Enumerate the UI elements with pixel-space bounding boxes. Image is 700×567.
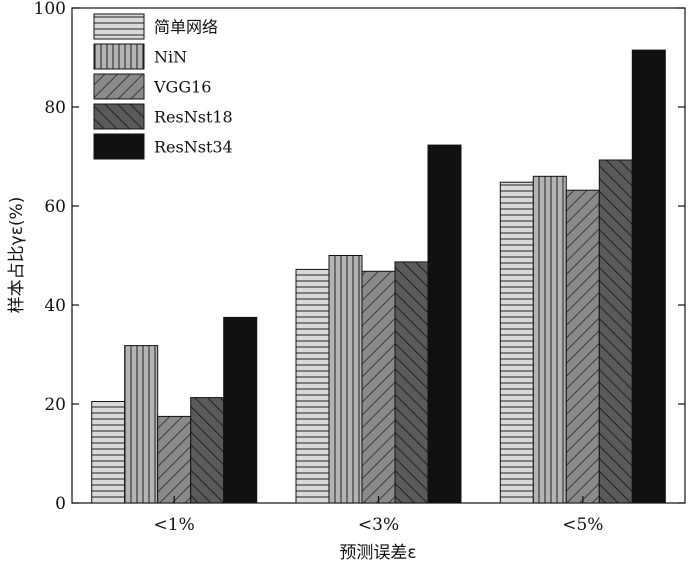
legend-label: ResNst18 bbox=[154, 108, 233, 127]
y-axis-title: 样本占比γε(%) bbox=[7, 197, 27, 314]
bar bbox=[631, 49, 666, 504]
bar bbox=[565, 189, 600, 504]
legend-label: VGG16 bbox=[153, 78, 211, 97]
legend-swatch bbox=[93, 13, 145, 40]
bar bbox=[328, 255, 363, 504]
x-axis-title: 预测误差ε bbox=[339, 543, 416, 563]
bar bbox=[361, 270, 396, 504]
y-tick-label: 60 bbox=[44, 197, 66, 217]
y-tick-label: 40 bbox=[44, 296, 66, 316]
bars-group bbox=[91, 49, 666, 504]
bar bbox=[223, 316, 258, 504]
y-tick-label: 80 bbox=[44, 98, 66, 118]
y-tick-label: 0 bbox=[55, 494, 66, 514]
bar bbox=[295, 268, 330, 504]
y-tick-label: 100 bbox=[34, 0, 66, 19]
legend-swatch bbox=[93, 133, 145, 160]
y-axis: 0 20 40 60 80 100 bbox=[34, 0, 685, 514]
bar bbox=[598, 159, 633, 504]
bar bbox=[157, 415, 192, 504]
bar bbox=[91, 401, 126, 504]
x-tick-label: <5% bbox=[562, 515, 603, 535]
x-tick-label: <3% bbox=[358, 515, 399, 535]
bar bbox=[190, 397, 225, 504]
legend-label: NiN bbox=[154, 48, 187, 67]
x-axis: <1% <3% <5% bbox=[154, 496, 603, 535]
legend: 简单网络 NiN VGG16 ResNst18 ResNst34 bbox=[93, 13, 233, 160]
bar bbox=[499, 181, 534, 504]
legend-swatch bbox=[93, 73, 145, 100]
legend-label: 简单网络 bbox=[154, 18, 218, 37]
legend-swatch bbox=[93, 103, 145, 130]
legend-swatch bbox=[93, 43, 145, 70]
bar bbox=[124, 345, 159, 504]
bar bbox=[532, 175, 567, 504]
bar bbox=[394, 261, 429, 504]
legend-label: ResNst34 bbox=[154, 138, 233, 157]
y-tick-label: 20 bbox=[44, 395, 66, 415]
bar bbox=[427, 144, 462, 504]
x-tick-label: <1% bbox=[154, 515, 195, 535]
